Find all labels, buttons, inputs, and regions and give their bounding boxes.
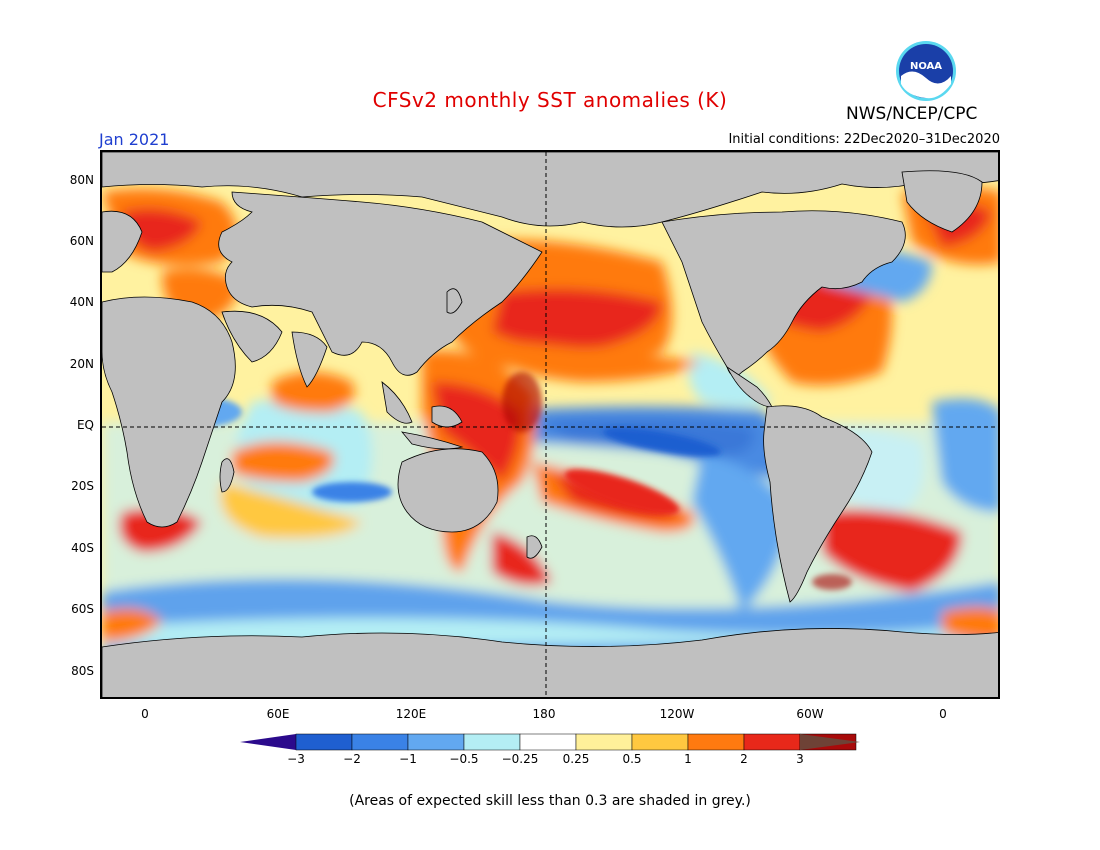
valid-month: Jan 2021 — [99, 130, 170, 149]
colorbar-label: −0.25 — [501, 752, 539, 766]
lon-label: 0 — [141, 707, 149, 721]
colorbar-label: −1 — [399, 752, 417, 766]
colorbar-cell — [519, 733, 577, 751]
colorbar-label: −2 — [343, 752, 361, 766]
logo-text: NOAA — [910, 61, 942, 72]
map-title: CFSv2 monthly SST anomalies (K) — [372, 88, 728, 112]
lat-label: 80N — [69, 173, 94, 187]
colorbar-cell — [687, 733, 745, 751]
colorbar-cell — [631, 733, 689, 751]
noaa-logo-icon: NOAA — [896, 41, 956, 101]
colorbar-cell — [351, 733, 409, 751]
lat-label: 40N — [69, 295, 94, 309]
colorbar-label: 2 — [740, 752, 748, 766]
colorbar-cell — [295, 733, 353, 751]
lat-label: EQ — [76, 418, 94, 432]
lon-label: 180 — [532, 707, 556, 721]
lon-label: 120E — [395, 707, 427, 721]
footnote: (Areas of expected skill less than 0.3 a… — [349, 793, 751, 809]
anomaly-detail — [162, 372, 852, 590]
lon-label: 60E — [266, 707, 290, 721]
lat-label: 60N — [69, 234, 94, 248]
lat-label: 40S — [71, 541, 94, 555]
colorbar-label: 0.5 — [622, 752, 642, 766]
lon-label: 0 — [939, 707, 947, 721]
lat-label: 80S — [71, 664, 94, 678]
colorbar-arrow-low — [240, 734, 296, 750]
lon-label: 60W — [796, 707, 824, 721]
lat-label: 60S — [71, 602, 94, 616]
lon-label: 120W — [659, 707, 695, 721]
colorbar-arrow-high — [800, 734, 860, 750]
colorbar-label: 3 — [796, 752, 804, 766]
colorbar-cell — [463, 733, 521, 751]
colorbar-label: 1 — [684, 752, 692, 766]
colorbar-cell — [743, 733, 801, 751]
colorbar-cell — [407, 733, 465, 751]
sst-anomaly-map — [100, 150, 1000, 699]
colorbar — [240, 733, 860, 751]
initial-conditions: Initial conditions: 22Dec2020–31Dec2020 — [728, 132, 1000, 147]
colorbar-label: 0.25 — [562, 752, 590, 766]
lat-label: 20S — [71, 479, 94, 493]
lat-label: 20N — [69, 357, 94, 371]
org-label: NWS/NCEP/CPC — [846, 104, 978, 124]
colorbar-label: −0.5 — [449, 752, 479, 766]
land-masses — [102, 152, 998, 697]
colorbar-cell — [575, 733, 633, 751]
colorbar-label: −3 — [287, 752, 305, 766]
